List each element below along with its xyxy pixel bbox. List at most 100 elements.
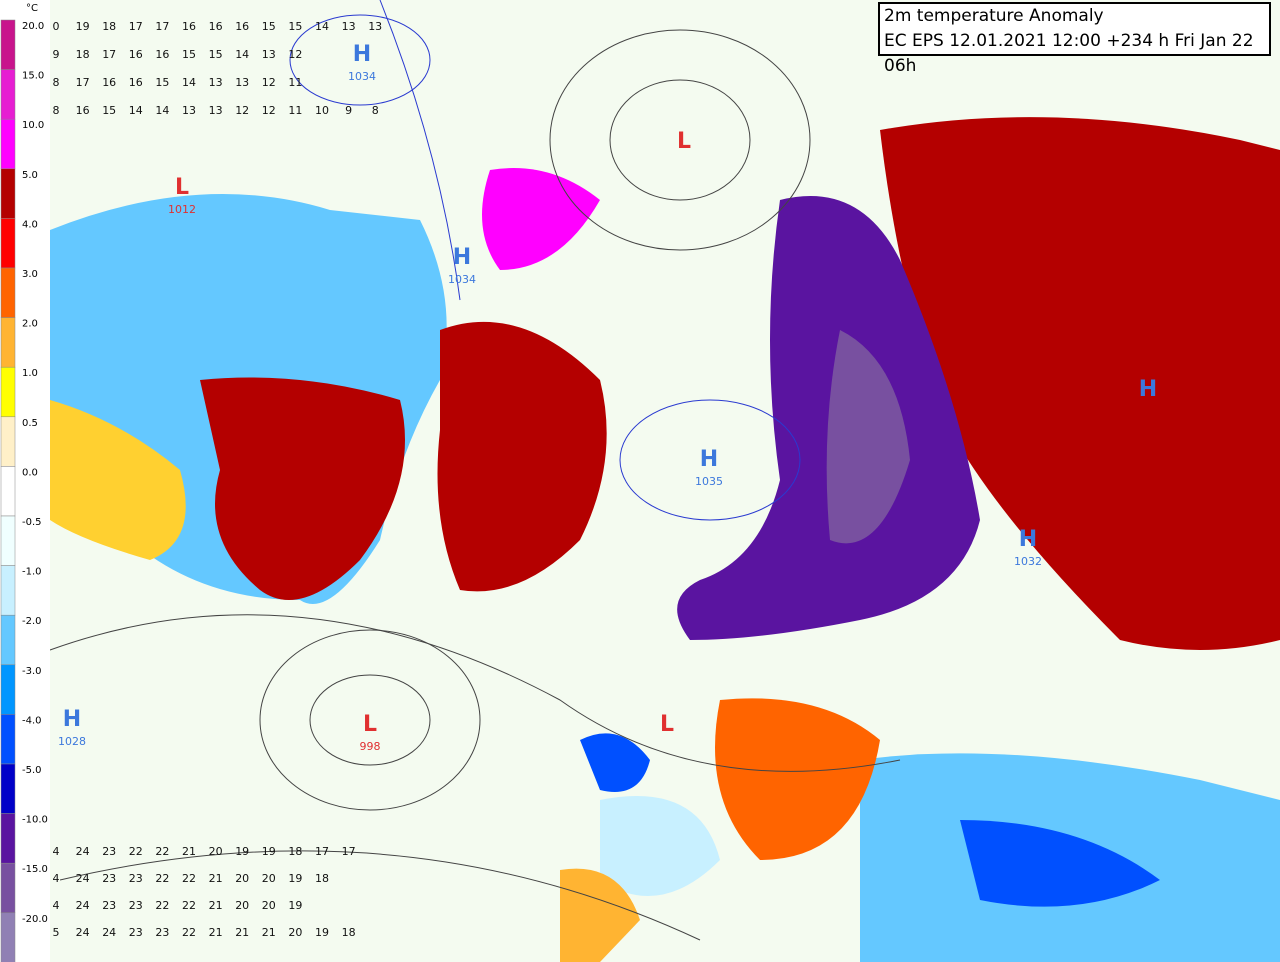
legend-label: 1.0 [22,368,38,379]
grid-value: 23 [102,899,116,912]
isobars [49,29,901,941]
grid-value: 21 [182,845,196,858]
legend-label: 4.0 [22,219,38,230]
grid-value: 19 [288,899,302,912]
grid-value: 13 [342,20,356,33]
grid-value: 8 [372,104,379,117]
grid-value: 14 [129,104,143,117]
grid-value: 9 [345,104,352,117]
system-letter: H [353,42,371,67]
grid-value: 18 [76,48,90,61]
grid-value: 21 [209,926,223,939]
legend-label: -1.0 [22,567,42,578]
grid-value: 14 [235,48,249,61]
grid-value: 24 [76,926,90,939]
subtitle: EC EPS 12.01.2021 12:00 +234 h Fri Jan 2… [884,31,1254,76]
legend-label: -2.0 [22,616,42,627]
grid-value: 13 [209,104,223,117]
temperature-field [50,117,1280,962]
grid-value: 18 [315,872,329,885]
grid-value: 15 [262,20,276,33]
grid-value: 0 [53,20,60,33]
grid-value: 15 [155,76,169,89]
system-letter: H [1139,377,1157,402]
legend-swatch [0,466,16,517]
legend-label: 20.0 [22,21,44,32]
grid-value: 19 [76,20,90,33]
system-letter: H [453,245,471,270]
grid-value: 14 [315,20,329,33]
grid-value: 22 [182,872,196,885]
grid-value: 17 [102,48,116,61]
grid-value: 19 [235,845,249,858]
grid-value: 17 [315,845,329,858]
grid-value: 15 [102,104,116,117]
legend-swatch [0,416,16,467]
system-letter: L [660,712,674,737]
system-letter: H [63,707,81,732]
grid-value: 19 [262,845,276,858]
grid-value: 14 [182,76,196,89]
grid-value: 8 [53,76,60,89]
system-letter: L [175,175,189,200]
grid-value: 20 [262,872,276,885]
grid-value: 19 [315,926,329,939]
grid-value: 21 [235,926,249,939]
grid-value: 22 [182,926,196,939]
legend-label: -0.5 [22,517,42,528]
grid-value: 4 [53,845,60,858]
system-pressure: 1012 [168,203,196,216]
grid-value: 20 [235,872,249,885]
grid-value: 12 [262,104,276,117]
grid-value: 21 [209,899,223,912]
legend-label: -4.0 [22,715,42,726]
legend-label: 0.5 [22,418,38,429]
grid-value: 13 [262,48,276,61]
legend-swatch [0,714,16,765]
grid-value: 23 [129,899,143,912]
grid-value: 23 [155,926,169,939]
grid-value: 18 [342,926,356,939]
grid-value: 13 [235,76,249,89]
grid-value: 22 [155,872,169,885]
grid-value: 12 [262,76,276,89]
grid-value: 16 [235,20,249,33]
system-pressure: 998 [360,740,381,753]
legend-swatch [0,118,16,170]
legend-label: 15.0 [22,71,44,82]
grid-value: 13 [368,20,382,33]
legend-label: 5.0 [22,170,38,181]
grid-value: 20 [209,845,223,858]
legend-swatch [0,317,16,368]
legend-swatch [0,218,16,269]
legend-label: -15.0 [22,864,48,875]
legend-label: 0.0 [22,467,38,478]
legend-swatch [0,565,16,616]
system-pressure: 1034 [348,70,376,83]
isobars-high [289,0,801,521]
legend-swatch [0,664,16,715]
grid-value: 24 [102,926,116,939]
grid-value: 22 [129,845,143,858]
grid-value: 22 [182,899,196,912]
grid-value: 17 [129,20,143,33]
grid-value: 9 [53,48,60,61]
grid-value: 8 [53,104,60,117]
legend-label: -5.0 [22,765,42,776]
grid-value: 24 [76,872,90,885]
grid-value: 16 [155,48,169,61]
grid-value: 16 [102,76,116,89]
grid-value: 22 [155,899,169,912]
grid-value: 21 [209,872,223,885]
grid-value: 22 [155,845,169,858]
legend-unit: °C [26,3,38,14]
grid-value: 16 [182,20,196,33]
legend: °C 20.0 15.0 10.0 5.0 4.0 3.0 2.0 1.0 0.5 0.0 -0.5 -… [0,0,50,962]
grid-value: 11 [288,104,302,117]
grid-value: 4 [53,872,60,885]
grid-value: 23 [102,845,116,858]
grid-value: 15 [288,20,302,33]
legend-label: 2.0 [22,319,38,330]
system-letter: H [1019,527,1037,552]
